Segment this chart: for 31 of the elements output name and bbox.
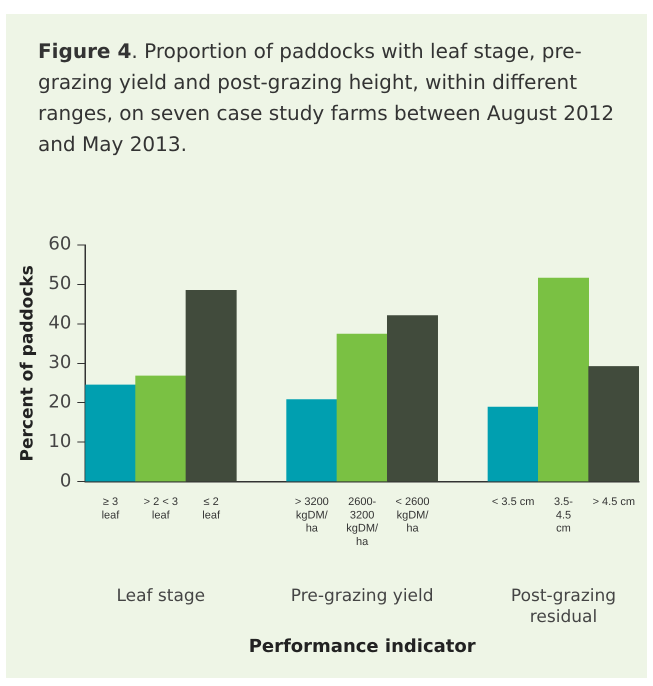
x-tick-label: 2600- 3200 kgDM/ ha — [346, 496, 379, 548]
y-tick-label: 0 — [60, 470, 72, 492]
y-tick-label: 20 — [48, 391, 72, 412]
x-tick-label: > 3200 kgDM/ ha — [294, 496, 329, 535]
bar — [588, 366, 639, 482]
x-tick-label: > 4.5 cm — [592, 496, 636, 508]
bar — [286, 399, 338, 482]
bar — [538, 278, 589, 482]
bar — [488, 406, 539, 482]
y-tick-label: 10 — [48, 430, 72, 452]
y-tick-label: 30 — [48, 352, 72, 373]
x-tick-label: < 3.5 cm — [492, 496, 534, 508]
bar — [135, 376, 186, 482]
x-tick-label: ≥ 3 leaf — [102, 496, 120, 522]
chart-title: Figure 4. Proportion of paddocks with leaf stage, pre-grazing yield and post-grazing height, within different ranges, on seven case study farms between August 2012 and May 2013. — [38, 38, 616, 158]
bar — [85, 384, 136, 482]
text: Pre-grazing yield — [290, 586, 434, 606]
text: Post-grazing residual — [510, 586, 616, 627]
bar — [186, 290, 237, 482]
y-tick-label: 50 — [48, 273, 72, 294]
text: Leaf stage — [116, 586, 206, 606]
bar — [336, 334, 388, 482]
x-tick-label: 3.5- 4.5 cm — [554, 496, 574, 535]
x-tick-label: > 2 < 3 leaf — [144, 496, 178, 522]
bar — [386, 315, 438, 482]
x-tick-label: ≤ 2 leaf — [202, 496, 221, 522]
y-tick-label: 60 — [48, 234, 72, 255]
x-axis-title: Performance indicator — [248, 636, 476, 657]
y-axis-title: Percent of paddocks — [18, 265, 38, 462]
y-tick-label: 40 — [48, 312, 72, 334]
x-tick-label: < 2600 kgDM/ ha — [396, 496, 430, 535]
